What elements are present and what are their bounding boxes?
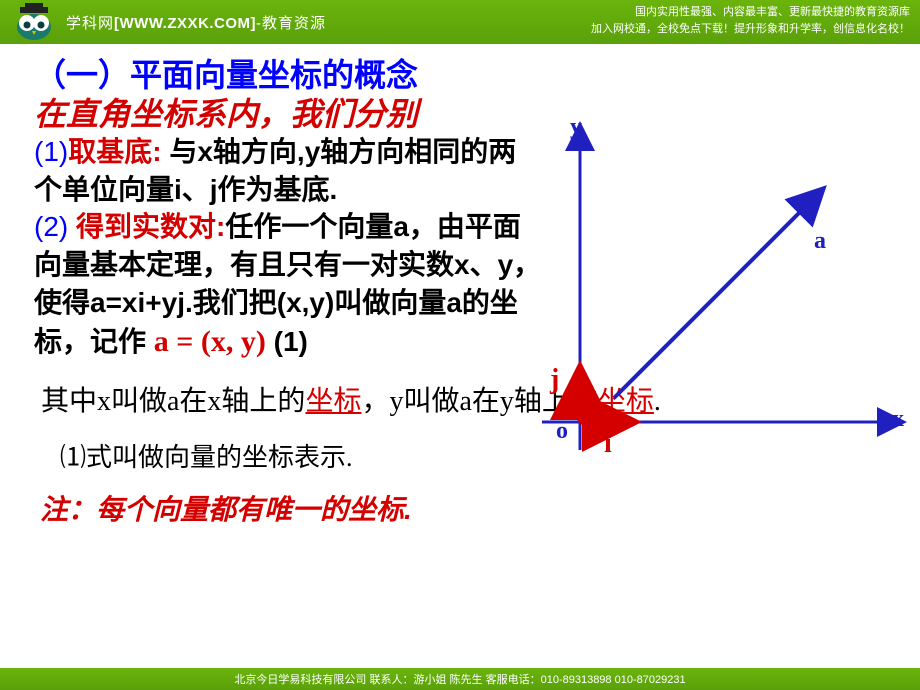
y-axis-label: y xyxy=(570,114,582,141)
sup-a: 其中x叫做a在x轴上的 xyxy=(41,386,305,417)
footer-text: 北京今日学易科技有限公司 联系人：游小姐 陈先生 客服电话：010-893138… xyxy=(234,671,685,687)
hdr-line1: 国内实用性最强、内容最丰富、更新最快捷的教育资源库 xyxy=(591,4,910,21)
p1-kw: 取基底: xyxy=(68,136,161,167)
coordinate-diagram: y x o a i j xyxy=(534,118,914,458)
formula: a = (x, y) xyxy=(154,322,266,363)
footer-bar: 北京今日学易科技有限公司 联系人：游小姐 陈先生 客服电话：010-893138… xyxy=(0,668,920,690)
site-slogan: -教育资源 xyxy=(256,15,326,32)
x-axis-label: x xyxy=(892,406,904,433)
note-line: 注：每个向量都有唯一的坐标. xyxy=(40,488,902,528)
site-name: 学科网 xyxy=(66,15,114,32)
p2-num: (2) xyxy=(34,211,68,242)
section-title: （一）平面向量坐标的概念 xyxy=(34,50,902,96)
header-bar: 学科网[WWW.ZXXK.COM]-教育资源 国内实用性最强、内容最丰富、更新最… xyxy=(0,0,920,44)
body-text: (1)取基底: 与x轴方向,y轴方向相同的两个单位向量i、j作为基底. (2) … xyxy=(34,133,544,362)
header-title: 学科网[WWW.ZXXK.COM]-教育资源 xyxy=(66,12,326,33)
origin-label: o xyxy=(556,418,568,445)
j-label: j xyxy=(550,364,559,396)
slide-content: （一）平面向量坐标的概念 在直角坐标系内，我们分别 (1)取基底: 与x轴方向,… xyxy=(0,44,920,528)
p1-num: (1) xyxy=(34,136,68,167)
coord-word-1: 坐标 xyxy=(305,386,361,417)
i-label: i xyxy=(604,428,612,460)
logo-owl-icon xyxy=(8,3,60,41)
vector-a-label: a xyxy=(814,228,826,255)
p2-kw: 得到实数对: xyxy=(68,211,225,242)
header-right-text: 国内实用性最强、内容最丰富、更新最快捷的教育资源库 加入网校通，全校免点下载！提… xyxy=(591,4,910,37)
hdr-line2: 加入网校通，全校免点下载！提升形象和升学率，创信息化名校！ xyxy=(591,21,910,38)
site-url: [WWW.ZXXK.COM] xyxy=(114,15,256,32)
formula-tag: (1) xyxy=(266,326,308,357)
